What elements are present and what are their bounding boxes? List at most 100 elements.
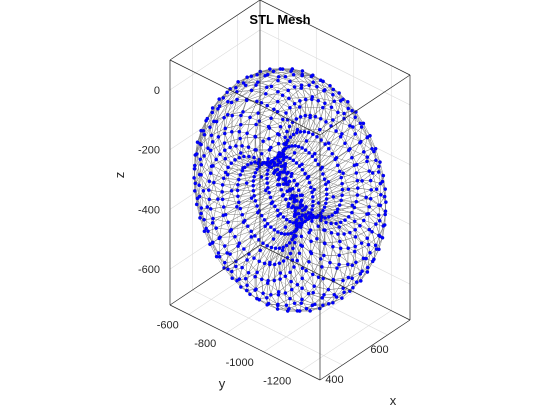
- mesh-vertex: [374, 187, 379, 191]
- mesh-vertex: [202, 229, 207, 234]
- mesh-vertex: [306, 291, 311, 296]
- mesh-vertex: [267, 165, 272, 169]
- mesh-vertex: [266, 157, 270, 161]
- mesh-vertex: [321, 105, 325, 110]
- mesh-vertex: [306, 130, 311, 135]
- mesh-vertex: [294, 227, 299, 232]
- mesh-vertex: [249, 229, 253, 234]
- mesh-vertex: [210, 241, 215, 245]
- mesh-vertex: [352, 163, 357, 168]
- mesh-vertex: [337, 203, 342, 207]
- mesh-vertex: [365, 212, 369, 216]
- mesh-vertex: [354, 280, 359, 284]
- mesh-vertex: [254, 83, 258, 87]
- mesh-vertex: [234, 85, 238, 90]
- mesh-vertex: [324, 120, 328, 124]
- mesh-vertex: [242, 218, 247, 223]
- mesh-vertex: [259, 151, 264, 156]
- mesh-vertex: [269, 159, 273, 164]
- mesh-vertex: [238, 173, 243, 177]
- mesh-vertex: [282, 232, 287, 236]
- mesh-vertex: [223, 212, 228, 217]
- mesh-vertex: [361, 256, 366, 261]
- mesh-vertex: [278, 160, 283, 165]
- mesh-vertex: [238, 136, 242, 141]
- axes-box-edge: [259, 0, 411, 76]
- mesh-vertex: [291, 221, 296, 225]
- mesh-vertex: [265, 172, 270, 176]
- mesh-vertex: [276, 292, 281, 297]
- y-axis-label: y: [219, 376, 226, 391]
- mesh-vertex: [245, 224, 250, 228]
- mesh-vertex: [235, 188, 240, 193]
- mesh-vertex: [321, 208, 325, 213]
- mesh-vertex: [321, 79, 325, 84]
- mesh-vertex: [289, 231, 294, 236]
- mesh-vertex: [199, 211, 203, 216]
- mesh-vertex: [321, 276, 325, 281]
- mesh-vertex: [310, 219, 314, 223]
- mesh-vertex: [355, 186, 360, 190]
- mesh-vertex: [304, 306, 309, 311]
- mesh-vertex: [304, 139, 309, 143]
- axes-box-edge: [169, 59, 321, 136]
- mesh-vertex: [383, 187, 388, 191]
- mesh-edge: [225, 208, 243, 223]
- mesh-vertex: [346, 148, 351, 153]
- mesh-vertex: [255, 80, 260, 84]
- mesh-vertex: [383, 209, 388, 213]
- mesh-vertex: [310, 154, 315, 158]
- mesh-vertex: [338, 220, 343, 225]
- mesh-vertex: [288, 270, 292, 275]
- mesh-vertex: [299, 86, 304, 90]
- mesh-vertex: [328, 83, 332, 88]
- mesh-vertex: [340, 181, 344, 186]
- mesh-vertex: [263, 92, 268, 96]
- mesh-vertex: [295, 258, 300, 263]
- mesh-vertex: [263, 188, 268, 193]
- mesh-vertex: [237, 155, 242, 160]
- axes-box-edge: [169, 0, 261, 61]
- mesh-vertex: [279, 187, 284, 192]
- mesh-vertex: [283, 176, 288, 180]
- mesh-edge: [216, 252, 226, 269]
- mesh-vertex: [326, 287, 331, 292]
- mesh-vertex: [275, 110, 280, 114]
- mesh-vertex: [358, 223, 362, 228]
- mesh-vertex: [237, 129, 242, 134]
- mesh-vertex: [265, 281, 270, 285]
- mesh-vertex: [251, 183, 255, 188]
- mesh-vertex: [272, 278, 277, 283]
- mesh-vertex: [288, 219, 292, 224]
- axes-box-edge: [259, 244, 411, 321]
- mesh-vertex: [252, 174, 256, 179]
- mesh-vertex: [286, 88, 291, 93]
- mesh-vertex: [288, 188, 293, 192]
- mesh-vertex: [281, 215, 286, 219]
- mesh-vertex: [307, 216, 311, 220]
- mesh-vertex: [282, 156, 286, 161]
- mesh-vertex: [214, 157, 218, 162]
- mesh-vertex: [192, 163, 197, 168]
- mesh-vertex: [311, 290, 316, 295]
- mesh-vertex: [358, 140, 362, 145]
- mesh-vertex: [326, 146, 331, 151]
- mesh-vertex: [209, 164, 214, 168]
- mesh-vertex: [208, 125, 212, 130]
- mesh-vertex: [300, 266, 305, 271]
- mesh-vertex: [298, 200, 303, 205]
- mesh-vertex: [281, 259, 286, 263]
- mesh-vertex: [210, 110, 215, 115]
- mesh-vertex: [281, 192, 286, 197]
- mesh-vertex: [235, 204, 239, 209]
- mesh-vertex: [300, 162, 304, 167]
- mesh-vertex: [369, 188, 374, 192]
- mesh-vertex: [384, 200, 388, 204]
- mesh-vertex: [322, 293, 326, 297]
- mesh-vertex: [276, 78, 280, 83]
- mesh-vertex: [297, 164, 302, 168]
- mesh-vertex: [223, 170, 228, 175]
- mesh-vertex: [300, 276, 305, 281]
- mesh-vertex: [370, 146, 374, 151]
